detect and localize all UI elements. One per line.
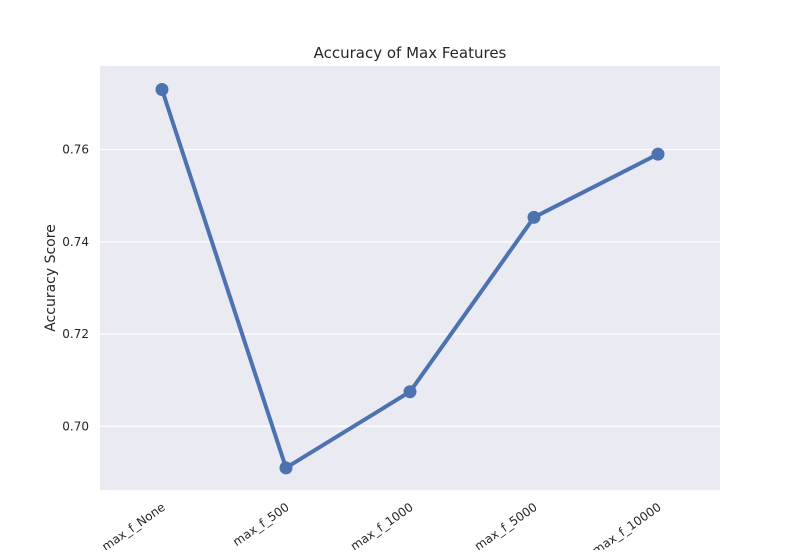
plot-area: [100, 66, 720, 490]
y-tick-label: 0.72: [62, 327, 89, 341]
data-point: [279, 461, 293, 475]
y-tick-label: 0.70: [62, 419, 89, 433]
data-point: [403, 385, 417, 399]
y-tick-labels: 0.70 0.72 0.74 0.76: [62, 143, 89, 434]
x-tick-label: max_f_10000: [590, 500, 664, 550]
chart-title: Accuracy of Max Features: [314, 44, 507, 62]
data-point: [155, 83, 169, 97]
y-axis-label: Accuracy Score: [43, 224, 59, 332]
y-tick-label: 0.76: [62, 143, 89, 157]
y-tick-label: 0.74: [62, 235, 89, 249]
x-tick-labels: max_f_None max_f_500 max_f_1000 max_f_5000 m…: [99, 500, 664, 554]
x-tick-label: max_f_500: [230, 500, 292, 549]
x-tick-label: max_f_None: [99, 500, 167, 550]
x-tick-label: max_f_1000: [348, 500, 416, 550]
x-tick-label: max_f_5000: [472, 500, 540, 550]
grid-lines: [100, 148, 720, 427]
data-point: [651, 147, 665, 161]
data-point: [527, 210, 541, 224]
series-layer: [155, 83, 665, 475]
